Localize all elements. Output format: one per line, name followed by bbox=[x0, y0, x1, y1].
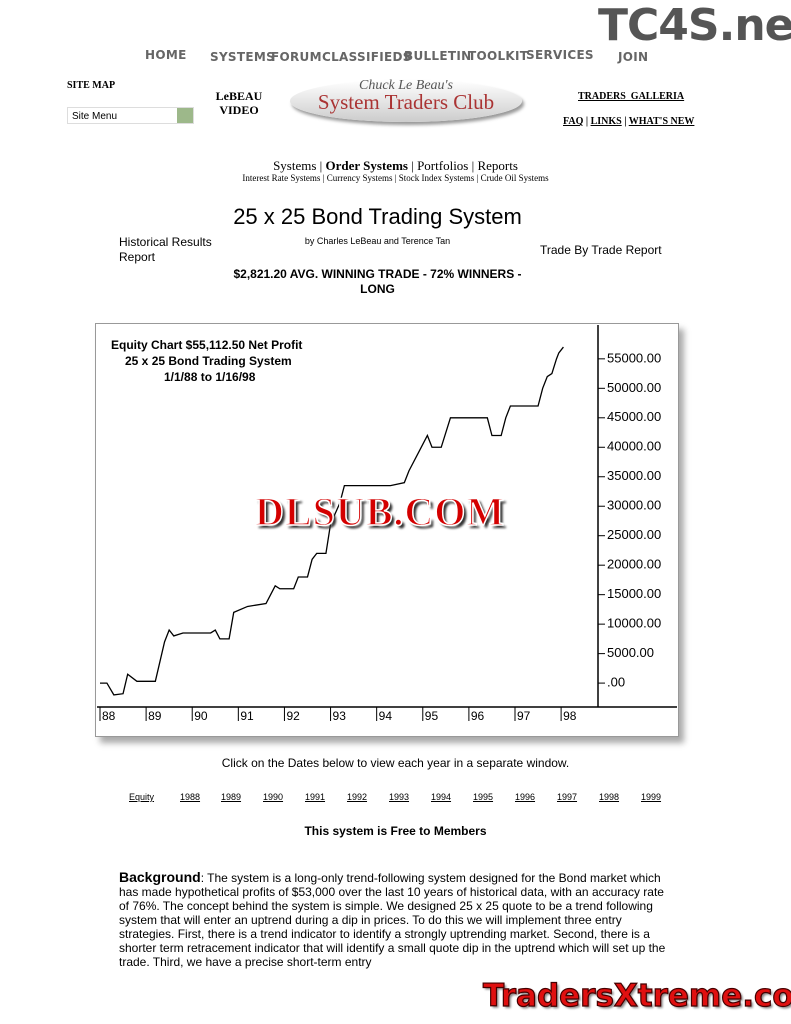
equity-line bbox=[100, 346, 564, 696]
sub-nav[interactable]: Reports bbox=[477, 158, 518, 173]
sub-sub-nav[interactable]: Interest Rate Systems bbox=[242, 173, 321, 183]
y-tick-label: 35000.00 bbox=[607, 468, 661, 483]
sub-sub-nav[interactable]: Stock Index Systems bbox=[398, 173, 475, 183]
year-link[interactable]: 1994 bbox=[431, 792, 452, 802]
watermark: DLSUB.COM bbox=[254, 488, 506, 535]
x-tick-label: 97 bbox=[517, 709, 531, 723]
nav-link[interactable]: BULLETIN bbox=[404, 49, 472, 63]
sub-sub-nav[interactable]: Crude Oil Systems bbox=[480, 173, 549, 183]
x-tick-label: 94 bbox=[379, 709, 393, 723]
sub-nav[interactable]: Order Systems bbox=[325, 158, 408, 173]
instructions: Click on the Dates below to view each ye… bbox=[221, 756, 570, 770]
nav-link[interactable]: JOIN bbox=[618, 50, 649, 64]
y-tick-label: 30000.00 bbox=[607, 498, 661, 513]
free-note: This system is Free to Members bbox=[304, 824, 487, 838]
y-tick-label: 40000.00 bbox=[607, 439, 661, 454]
background-body: : The system is a long-only trend-follow… bbox=[119, 871, 666, 969]
year-link[interactable]: 1989 bbox=[221, 792, 242, 802]
results-label: Historical Results Report bbox=[119, 235, 212, 264]
watermark: TC4S.net bbox=[598, 0, 791, 51]
year-link[interactable]: Equity bbox=[129, 792, 155, 802]
year-link[interactable]: 1998 bbox=[599, 792, 620, 802]
x-tick-label: 98 bbox=[563, 709, 577, 723]
year-link[interactable]: 1991 bbox=[305, 792, 326, 802]
nav-link[interactable]: FORUM bbox=[271, 50, 322, 64]
x-tick-label: 95 bbox=[425, 709, 439, 723]
year-link[interactable]: 1999 bbox=[641, 792, 662, 802]
year-link[interactable]: 1992 bbox=[347, 792, 368, 802]
x-tick-label: 92 bbox=[286, 709, 300, 723]
menu-button[interactable] bbox=[177, 108, 193, 123]
watermark: TradersXtreme.com bbox=[482, 977, 791, 1014]
year-link[interactable]: 1988 bbox=[180, 792, 201, 802]
top-link[interactable]: WHAT'S NEW bbox=[628, 116, 695, 127]
logo-line: System Traders Club bbox=[317, 90, 495, 114]
nav-link[interactable]: SERVICES bbox=[526, 48, 594, 62]
headline: $2,821.20 AVG. WINNING TRADE - 72% WINNE… bbox=[233, 267, 522, 296]
top-link[interactable]: FAQ bbox=[563, 116, 584, 127]
y-tick-label: 25000.00 bbox=[607, 527, 661, 542]
site-map[interactable]: SITE MAP bbox=[67, 80, 116, 91]
site-menu-label: Site Menu bbox=[72, 111, 118, 122]
background-text: Background: The system is a long-only tr… bbox=[119, 870, 675, 969]
y-tick-label: 5000.00 bbox=[607, 645, 654, 660]
video-link[interactable]: LeBEAU VIDEO bbox=[215, 89, 263, 117]
chart-title: 25 x 25 Bond Trading System bbox=[125, 354, 292, 368]
galleria-link[interactable]: TRADERS GALLERIA bbox=[578, 91, 685, 102]
year-link[interactable]: 1993 bbox=[389, 792, 410, 802]
sub-sub-nav[interactable]: Currency Systems bbox=[326, 173, 393, 183]
year-link[interactable]: 1997 bbox=[557, 792, 578, 802]
x-tick-label: 88 bbox=[102, 709, 116, 723]
logo-line: Chuck Le Beau's bbox=[359, 78, 453, 93]
y-tick-label: 45000.00 bbox=[607, 409, 661, 424]
y-tick-label: 15000.00 bbox=[607, 586, 661, 601]
sub-nav[interactable]: Systems bbox=[273, 158, 317, 173]
logo[interactable] bbox=[290, 80, 522, 122]
x-tick-label: 91 bbox=[240, 709, 254, 723]
y-tick-label: 50000.00 bbox=[607, 380, 661, 395]
y-tick-label: .00 bbox=[607, 675, 625, 690]
chart-title: Equity Chart $55,112.50 Net Profit bbox=[111, 338, 302, 352]
y-tick-label: 20000.00 bbox=[607, 557, 661, 572]
byline: by Charles LeBeau and Terence Tan bbox=[304, 236, 451, 246]
x-tick-label: 93 bbox=[333, 709, 347, 723]
trade-report-link[interactable]: Trade By Trade Report bbox=[540, 243, 662, 257]
nav-link[interactable]: TOOLKIT bbox=[468, 49, 529, 63]
site-menu[interactable]: Site Menu bbox=[67, 107, 194, 124]
year-link[interactable]: 1995 bbox=[473, 792, 494, 802]
nav-link[interactable]: CLASSIFIEDS bbox=[322, 50, 412, 64]
nav-link[interactable]: SYSTEMS bbox=[210, 50, 276, 64]
sub-nav[interactable]: Portfolios bbox=[417, 158, 469, 173]
chart-frame bbox=[95, 323, 679, 737]
page-title: 25 x 25 Bond Trading System bbox=[233, 204, 522, 229]
x-tick-label: 96 bbox=[471, 709, 485, 723]
x-tick-label: 89 bbox=[148, 709, 162, 723]
nav-link[interactable]: HOME bbox=[145, 48, 187, 62]
top-link[interactable]: LINKS bbox=[590, 116, 622, 127]
equity-chart: Equity Chart $55,112.50 Net Profit 25 x … bbox=[97, 325, 677, 723]
chart-title: 1/1/88 to 1/16/98 bbox=[164, 370, 256, 384]
x-tick-label: 90 bbox=[194, 709, 208, 723]
year-links: Equity 1988 1989 1990 1991 1992 1993 1994 1995 19… bbox=[0, 792, 791, 806]
y-tick-label: 10000.00 bbox=[607, 616, 661, 631]
background-heading: Background bbox=[119, 869, 201, 885]
year-link[interactable]: 1990 bbox=[263, 792, 284, 802]
year-link[interactable]: 1996 bbox=[515, 792, 536, 802]
y-tick-label: 55000.00 bbox=[607, 350, 661, 365]
